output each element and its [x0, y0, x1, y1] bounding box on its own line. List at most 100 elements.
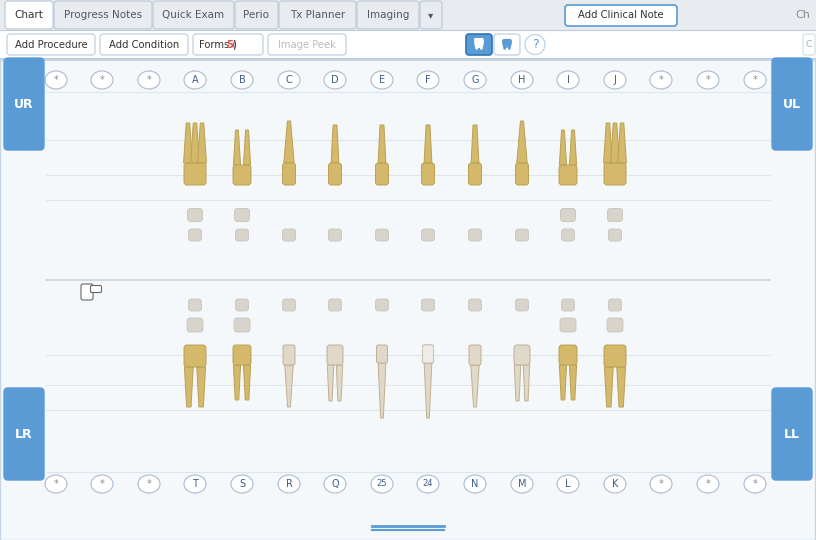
- Ellipse shape: [91, 475, 113, 493]
- Ellipse shape: [557, 71, 579, 89]
- Polygon shape: [503, 44, 507, 49]
- FancyBboxPatch shape: [474, 39, 484, 45]
- Text: T: T: [192, 479, 198, 489]
- Polygon shape: [570, 365, 577, 400]
- Ellipse shape: [324, 475, 346, 493]
- Ellipse shape: [464, 71, 486, 89]
- Text: *: *: [147, 75, 152, 85]
- Ellipse shape: [744, 71, 766, 89]
- Bar: [0, 31, 816, 58]
- Text: *: *: [659, 75, 663, 85]
- Polygon shape: [197, 367, 206, 407]
- Text: Ch: Ch: [795, 10, 810, 21]
- Ellipse shape: [511, 71, 533, 89]
- Text: UR: UR: [14, 98, 33, 111]
- FancyBboxPatch shape: [561, 299, 574, 311]
- Text: N: N: [472, 479, 479, 489]
- Polygon shape: [514, 365, 521, 401]
- Text: *: *: [100, 75, 104, 85]
- Text: F: F: [425, 75, 431, 85]
- FancyBboxPatch shape: [375, 163, 388, 185]
- FancyBboxPatch shape: [503, 39, 512, 45]
- FancyBboxPatch shape: [560, 318, 576, 332]
- FancyBboxPatch shape: [604, 163, 626, 185]
- FancyBboxPatch shape: [236, 229, 249, 241]
- FancyBboxPatch shape: [516, 229, 529, 241]
- FancyBboxPatch shape: [236, 299, 249, 311]
- Text: G: G: [472, 75, 479, 85]
- Text: LR: LR: [16, 428, 33, 441]
- Ellipse shape: [464, 475, 486, 493]
- Text: H: H: [518, 75, 526, 85]
- FancyBboxPatch shape: [279, 1, 356, 29]
- Polygon shape: [378, 125, 386, 163]
- FancyBboxPatch shape: [607, 208, 623, 221]
- Bar: [0, 58, 816, 540]
- Text: UL: UL: [783, 98, 801, 111]
- Ellipse shape: [650, 475, 672, 493]
- Polygon shape: [475, 44, 479, 49]
- Ellipse shape: [744, 475, 766, 493]
- FancyBboxPatch shape: [559, 165, 577, 185]
- FancyBboxPatch shape: [153, 1, 234, 29]
- FancyBboxPatch shape: [282, 299, 295, 311]
- FancyBboxPatch shape: [420, 1, 442, 29]
- Ellipse shape: [45, 71, 67, 89]
- Ellipse shape: [604, 71, 626, 89]
- Text: 24: 24: [423, 480, 433, 489]
- FancyBboxPatch shape: [607, 318, 623, 332]
- Ellipse shape: [45, 475, 67, 493]
- Circle shape: [525, 35, 545, 55]
- Text: Add Clinical Note: Add Clinical Note: [579, 10, 663, 21]
- Ellipse shape: [278, 71, 300, 89]
- Polygon shape: [559, 365, 566, 400]
- Text: J: J: [614, 75, 616, 85]
- Ellipse shape: [511, 475, 533, 493]
- FancyBboxPatch shape: [561, 208, 575, 221]
- Text: *: *: [54, 75, 59, 85]
- FancyBboxPatch shape: [559, 345, 577, 365]
- Text: K: K: [612, 479, 619, 489]
- FancyBboxPatch shape: [772, 58, 812, 150]
- FancyBboxPatch shape: [235, 1, 278, 29]
- Text: S: S: [239, 479, 245, 489]
- Polygon shape: [617, 367, 626, 407]
- Bar: [0, 59, 815, 540]
- Text: ): ): [232, 39, 236, 50]
- Polygon shape: [284, 121, 295, 163]
- Polygon shape: [479, 44, 483, 49]
- Polygon shape: [508, 44, 512, 49]
- Polygon shape: [559, 130, 566, 165]
- FancyBboxPatch shape: [468, 163, 481, 185]
- FancyBboxPatch shape: [466, 34, 492, 55]
- Text: Chart: Chart: [15, 10, 43, 20]
- Ellipse shape: [184, 71, 206, 89]
- FancyBboxPatch shape: [422, 299, 434, 311]
- FancyBboxPatch shape: [803, 34, 815, 55]
- FancyBboxPatch shape: [604, 345, 626, 367]
- FancyBboxPatch shape: [329, 299, 342, 311]
- FancyBboxPatch shape: [91, 286, 101, 293]
- Text: Quick Exam: Quick Exam: [162, 10, 224, 20]
- Text: ?: ?: [532, 38, 539, 51]
- Text: Add Condition: Add Condition: [109, 39, 180, 50]
- Text: ▾: ▾: [428, 10, 433, 20]
- Polygon shape: [233, 130, 241, 165]
- FancyBboxPatch shape: [233, 165, 251, 185]
- Polygon shape: [331, 125, 339, 163]
- Text: 25: 25: [377, 480, 388, 489]
- Ellipse shape: [278, 475, 300, 493]
- Text: R: R: [286, 479, 292, 489]
- Polygon shape: [243, 130, 251, 165]
- Text: *: *: [706, 479, 711, 489]
- Text: L: L: [565, 479, 570, 489]
- Polygon shape: [605, 367, 614, 407]
- Text: Imaging: Imaging: [367, 10, 409, 20]
- Polygon shape: [517, 121, 527, 163]
- Text: C: C: [286, 75, 292, 85]
- FancyBboxPatch shape: [268, 34, 346, 55]
- Ellipse shape: [697, 475, 719, 493]
- FancyBboxPatch shape: [469, 345, 481, 365]
- FancyBboxPatch shape: [561, 229, 574, 241]
- Polygon shape: [424, 125, 432, 163]
